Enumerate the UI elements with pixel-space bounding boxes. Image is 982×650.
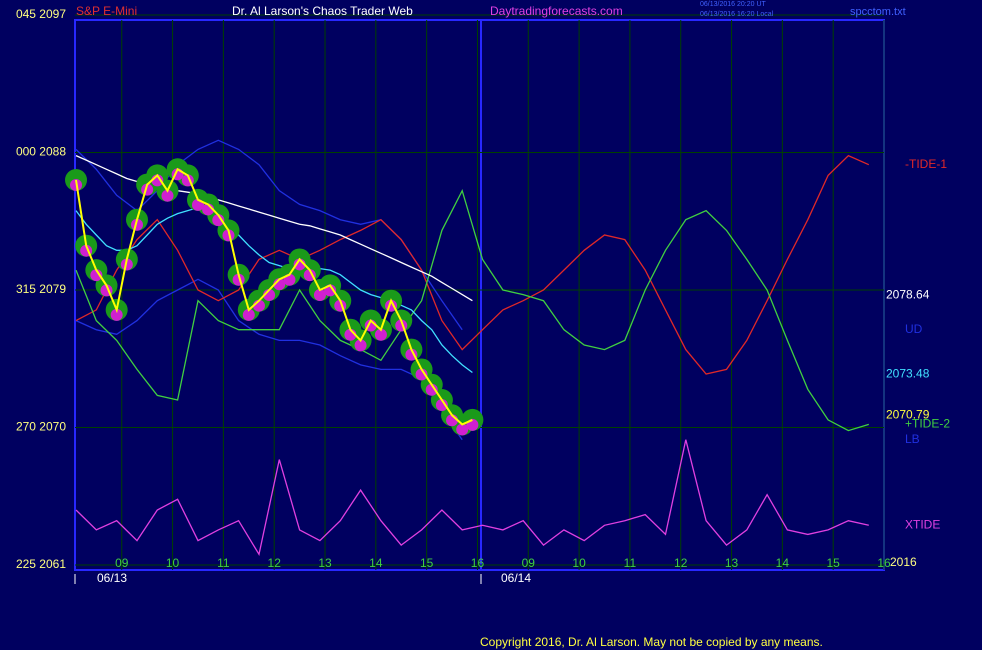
x-tick-label: 09 [522,556,536,570]
price-marker [354,339,367,352]
series-line [75,278,463,441]
x-tick-label: 09 [115,556,129,570]
price-marker [161,189,174,202]
price-marker [425,383,438,396]
last-value: 2070.79 [886,408,930,422]
price-marker [120,258,133,271]
title: Dr. Al Larson's Chaos Trader Web [232,4,413,18]
x-tick-label: 10 [166,556,180,570]
series-label: +TIDE-2 [905,417,950,431]
series-line [75,154,870,375]
x-tick-label: 10 [572,556,586,570]
x-tick-label: 15 [827,556,841,570]
price-marker [313,289,326,301]
label-layer: 045 2097 000 2088 315 2079 270 2070 225 2061… [16,7,950,571]
copyright: Copyright 2016, Dr. Al Larson. May not b… [480,635,823,649]
year-label: 2016 [890,555,917,569]
last-value: 2078.64 [886,288,930,302]
x-tick-label: 15 [420,556,434,570]
x-tick-label: 16 [471,556,485,570]
price-marker [415,368,428,381]
y-tick-label: 045 2097 [16,7,66,21]
price-marker [212,214,225,227]
price-marker [242,308,255,321]
site: Daytradingforecasts.com [490,4,623,18]
x-tick-label: 11 [217,556,230,570]
series-line [75,206,473,374]
last-value: 2073.48 [886,367,930,381]
time-local: 06/13/2016 16:20 Local [700,11,774,18]
y-tick-label: 270 2070 [16,420,66,434]
x-tick-label: 14 [369,556,383,570]
series-layer [65,139,870,557]
date-label: 06/13 [97,571,127,585]
x-tick-label: 14 [776,556,790,570]
series-label: UD [905,322,923,336]
date-label: 06/14 [501,571,531,585]
price-marker [374,328,387,341]
y-tick-label: 000 2088 [16,145,66,159]
price-marker [435,399,448,411]
series-label: XTIDE [905,517,940,531]
y-tick-label: 225 2061 [16,557,66,571]
x-tick-label: 13 [318,556,332,570]
price-marker [90,269,103,282]
time-ut: 06/13/2016 20:20 UT [700,1,766,8]
x-tick-label: 13 [725,556,739,570]
instrument: S&P E-Mini [76,4,137,18]
x-tick-label: 12 [268,556,282,570]
series-line [75,439,869,557]
x-tick-label: 16 [877,556,891,570]
x-tick-label: 12 [674,556,688,570]
series-label: -TIDE-1 [905,157,947,171]
plot-frame [74,19,885,571]
file-name: spcctom.txt [850,6,906,18]
series-label: LB [905,432,920,446]
y-tick-label: 315 2079 [16,282,66,296]
series-line [75,188,869,432]
price-marker [456,423,469,436]
grid [75,14,885,570]
price-marker [222,229,235,242]
x-tick-label: 11 [624,556,637,570]
series-line [75,167,473,426]
price-marker [110,308,123,321]
